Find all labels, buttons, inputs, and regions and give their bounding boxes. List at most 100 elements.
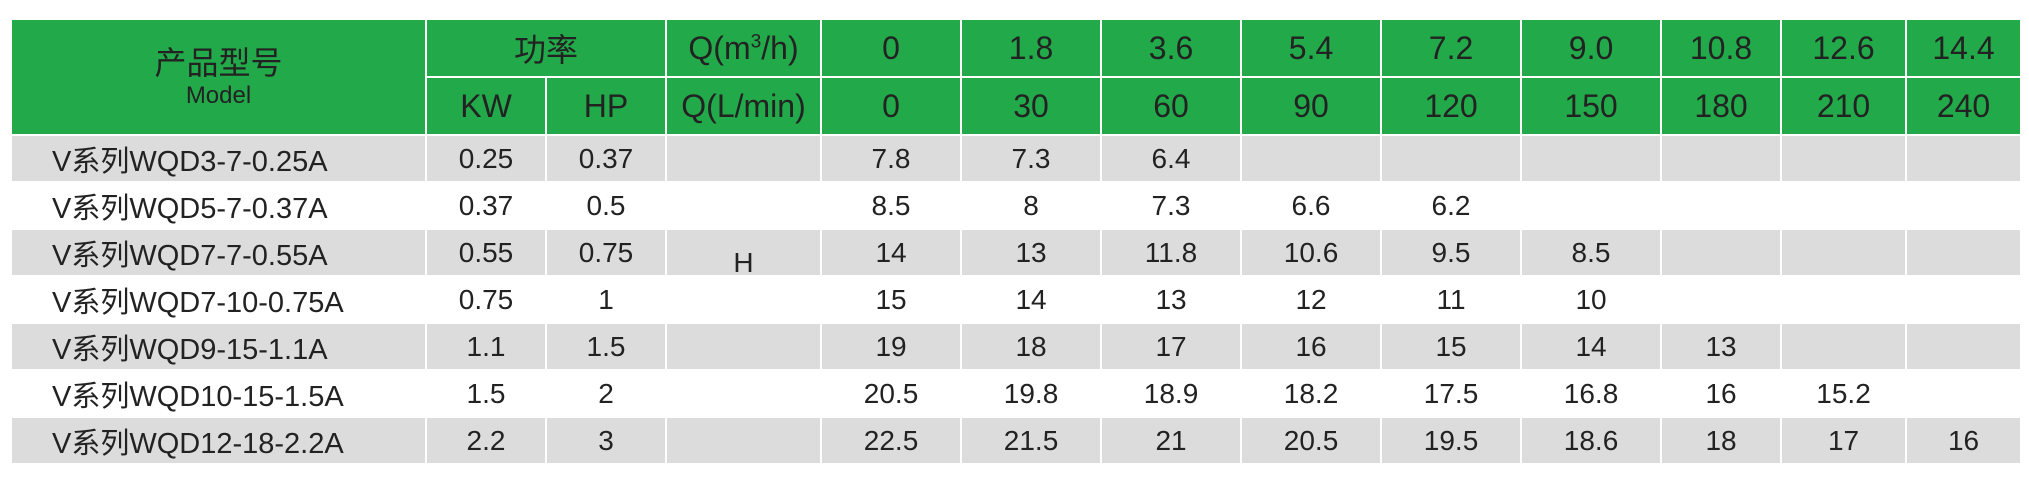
table-row: V系列WQD9-15-1.1A 1.1 1.5 19 18 17 16 15 14 13 bbox=[10, 322, 2023, 371]
pump-spec-table: 产品型号 Model 功率 Q(m3/h) 0 1.8 3.6 5.4 7.2 … bbox=[10, 18, 2023, 465]
head-value-cell bbox=[1905, 275, 2023, 324]
hp-cell: 3 bbox=[544, 416, 668, 465]
head-value-cell: 17 bbox=[1100, 322, 1243, 371]
head-label-cell bbox=[665, 134, 823, 183]
kw-cell: 1.5 bbox=[425, 369, 547, 418]
flow-m3h-value: 9.0 bbox=[1520, 18, 1663, 78]
head-value-cell: 10 bbox=[1520, 275, 1663, 324]
head-value-cell: 13 bbox=[1100, 275, 1243, 324]
head-value-cell: 14 bbox=[820, 228, 963, 277]
head-value-cell: 19.5 bbox=[1380, 416, 1523, 465]
table-body: V系列WQD3-7-0.25A 0.25 0.37 7.8 7.3 6.4 V系列WQD5-… bbox=[10, 134, 2023, 465]
head-value-cell bbox=[1660, 275, 1783, 324]
model-cell: V系列WQD7-10-0.75A bbox=[10, 275, 427, 324]
head-value-cell: 7.3 bbox=[1100, 181, 1243, 230]
head-value-cell: 17.5 bbox=[1380, 369, 1523, 418]
table-row: V系列WQD5-7-0.37A 0.37 0.5 8.5 8 7.3 6.6 6.2 bbox=[10, 181, 2023, 230]
head-label-cell: H bbox=[665, 228, 823, 278]
head-value-cell bbox=[1520, 181, 1663, 230]
head-value-cell bbox=[1780, 322, 1908, 371]
head-value-cell bbox=[1520, 134, 1663, 183]
head-value-cell: 11 bbox=[1380, 275, 1523, 324]
head-value-cell bbox=[1905, 369, 2023, 418]
flow-lmin-value: 60 bbox=[1100, 76, 1243, 136]
head-value-cell bbox=[1660, 134, 1783, 183]
hp-header: HP bbox=[544, 76, 668, 136]
flow-m3h-value: 7.2 bbox=[1380, 18, 1523, 78]
kw-cell: 0.75 bbox=[425, 275, 547, 324]
flow-lmin-value: 120 bbox=[1380, 76, 1523, 136]
flow-lmin-value: 210 bbox=[1780, 76, 1908, 136]
power-header: 功率 bbox=[424, 18, 668, 78]
head-label: H bbox=[733, 246, 754, 278]
model-cell: V系列WQD9-15-1.1A bbox=[10, 322, 427, 371]
head-value-cell bbox=[1905, 322, 2023, 371]
flow-m3h-value: 5.4 bbox=[1240, 18, 1383, 78]
head-value-cell: 15 bbox=[1380, 322, 1523, 371]
hp-cell: 1 bbox=[544, 275, 668, 324]
model-cell: V系列WQD3-7-0.25A bbox=[10, 134, 427, 183]
head-value-cell bbox=[1380, 134, 1523, 183]
flow-m3h-value: 12.6 bbox=[1780, 18, 1908, 78]
head-value-cell: 12 bbox=[1240, 275, 1383, 324]
head-value-cell bbox=[1905, 134, 2023, 183]
head-label-cell bbox=[665, 322, 823, 371]
head-value-cell: 19 bbox=[820, 322, 963, 371]
head-value-cell: 6.6 bbox=[1240, 181, 1383, 230]
flow-lmin-value: 0 bbox=[820, 76, 963, 136]
kw-cell: 0.37 bbox=[425, 181, 547, 230]
head-value-cell: 16 bbox=[1660, 369, 1783, 418]
model-cell: V系列WQD10-15-1.5A bbox=[10, 369, 427, 418]
kw-cell: 2.2 bbox=[425, 416, 547, 465]
head-value-cell: 14 bbox=[1520, 322, 1663, 371]
kw-cell: 1.1 bbox=[425, 322, 547, 371]
flow-m3h-value: 1.8 bbox=[960, 18, 1103, 78]
hp-cell: 0.5 bbox=[544, 181, 668, 230]
head-value-cell: 17 bbox=[1780, 416, 1908, 465]
flow-lmin-header: Q(L/min) bbox=[665, 76, 823, 136]
hp-cell: 1.5 bbox=[544, 322, 668, 371]
head-value-cell: 22.5 bbox=[820, 416, 963, 465]
model-cell: V系列WQD5-7-0.37A bbox=[10, 181, 427, 230]
flow-lmin-value: 150 bbox=[1520, 76, 1663, 136]
head-value-cell: 11.8 bbox=[1100, 228, 1243, 277]
head-value-cell: 8.5 bbox=[1520, 228, 1663, 277]
head-value-cell bbox=[1780, 134, 1908, 183]
head-value-cell: 15.2 bbox=[1780, 369, 1908, 418]
head-label-cell bbox=[665, 369, 823, 418]
head-value-cell: 16 bbox=[1240, 322, 1383, 371]
head-value-cell: 18.9 bbox=[1100, 369, 1243, 418]
table-header: 产品型号 Model 功率 Q(m3/h) 0 1.8 3.6 5.4 7.2 … bbox=[10, 18, 2023, 136]
head-value-cell: 8.5 bbox=[820, 181, 963, 230]
flow-lmin-value: 240 bbox=[1905, 76, 2023, 136]
flow-lmin-value: 90 bbox=[1240, 76, 1383, 136]
head-label-cell bbox=[665, 416, 823, 465]
head-value-cell: 6.4 bbox=[1100, 134, 1243, 183]
flow-lmin-value: 180 bbox=[1660, 76, 1783, 136]
head-value-cell: 20.5 bbox=[1240, 416, 1383, 465]
head-value-cell: 16 bbox=[1905, 416, 2023, 465]
head-value-cell: 13 bbox=[1660, 322, 1783, 371]
hp-cell: 2 bbox=[544, 369, 668, 418]
head-value-cell: 20.5 bbox=[820, 369, 963, 418]
model-cell: V系列WQD7-7-0.55A bbox=[10, 228, 427, 277]
head-label-cell bbox=[665, 181, 823, 230]
head-value-cell bbox=[1780, 181, 1908, 230]
flow-m3h-value: 0 bbox=[820, 18, 963, 78]
head-value-cell: 21.5 bbox=[960, 416, 1103, 465]
kw-header: KW bbox=[425, 76, 547, 136]
head-value-cell: 16.8 bbox=[1520, 369, 1663, 418]
head-value-cell: 7.8 bbox=[820, 134, 963, 183]
head-value-cell: 19.8 bbox=[960, 369, 1103, 418]
model-cell: V系列WQD12-18-2.2A bbox=[10, 416, 427, 465]
head-value-cell: 8 bbox=[960, 181, 1103, 230]
head-value-cell: 18.2 bbox=[1240, 369, 1383, 418]
head-value-cell bbox=[1660, 181, 1783, 230]
head-value-cell bbox=[1240, 134, 1383, 183]
head-value-cell bbox=[1905, 181, 2023, 230]
flow-lmin-value: 30 bbox=[960, 76, 1103, 136]
model-header-en: Model bbox=[185, 82, 252, 109]
head-value-cell: 6.2 bbox=[1380, 181, 1523, 230]
head-value-cell: 10.6 bbox=[1240, 228, 1383, 277]
head-value-cell: 21 bbox=[1100, 416, 1243, 465]
